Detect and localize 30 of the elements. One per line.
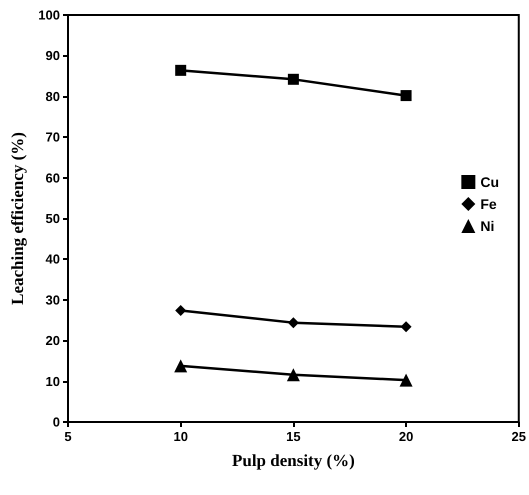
y-tick-label: 80 bbox=[46, 88, 60, 104]
legend-label: Fe bbox=[480, 196, 497, 212]
point bbox=[400, 374, 413, 387]
legend-label: Ni bbox=[480, 218, 494, 234]
x-axis-title: Pulp density (%) bbox=[232, 451, 355, 470]
x-tick-label: 5 bbox=[64, 429, 72, 444]
y-tick-label: 90 bbox=[46, 48, 60, 64]
point bbox=[175, 64, 186, 76]
point bbox=[288, 317, 299, 328]
point bbox=[174, 359, 188, 372]
x-tick-label: 20 bbox=[398, 429, 414, 444]
y-tick-label: 10 bbox=[46, 374, 60, 389]
point bbox=[175, 304, 186, 316]
y-tick-label: 60 bbox=[46, 170, 60, 186]
y-tick-label: 50 bbox=[46, 211, 60, 226]
y-tick-label: 100 bbox=[38, 8, 60, 22]
point bbox=[400, 321, 412, 332]
x-tick-label: 15 bbox=[286, 429, 301, 444]
y-axis-title: Leaching efficiency (%) bbox=[8, 132, 27, 305]
y-tick-label: 30 bbox=[46, 292, 60, 308]
y-tick-label: 0 bbox=[52, 414, 60, 430]
x-tick-label: 10 bbox=[173, 429, 188, 444]
point bbox=[288, 74, 299, 85]
legend-label: Cu bbox=[480, 174, 500, 190]
y-tick-label: 20 bbox=[46, 333, 60, 348]
y-tick-label: 40 bbox=[46, 252, 60, 267]
point bbox=[286, 368, 300, 382]
x-tick-label: 25 bbox=[512, 429, 526, 444]
point bbox=[400, 90, 412, 102]
y-tick-label: 70 bbox=[46, 130, 60, 145]
